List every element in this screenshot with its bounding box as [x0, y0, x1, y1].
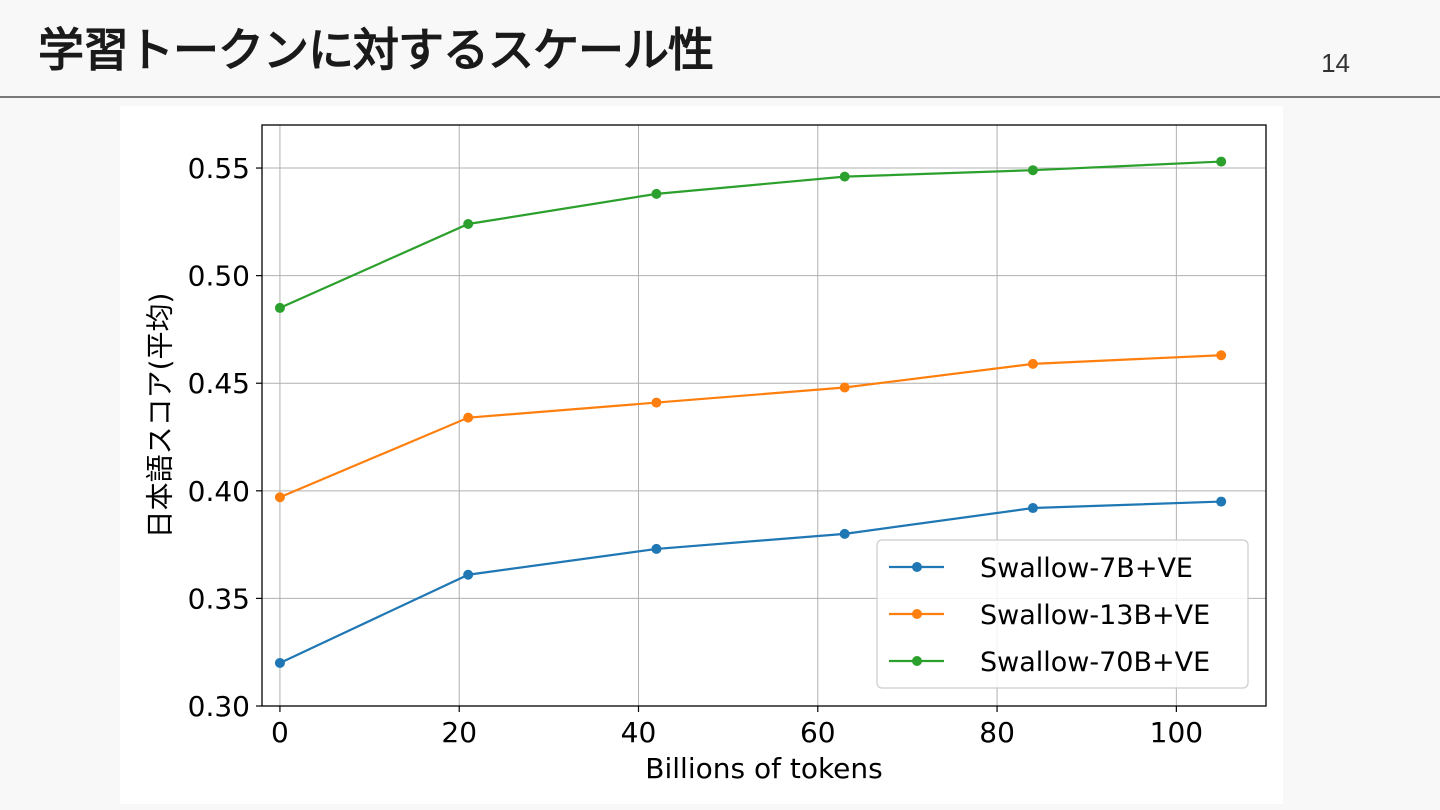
- x-tick-label: 20: [441, 716, 477, 749]
- x-axis-label: Billions of tokens: [645, 752, 882, 785]
- series-layer: [274, 156, 1227, 668]
- y-tick-label: 0.50: [188, 260, 250, 293]
- slide-title: 学習トークンに対するスケール性: [38, 23, 714, 77]
- x-tick-label: 80: [979, 716, 1015, 749]
- data-point: [1027, 358, 1038, 369]
- legend-label: Swallow-13B+VE: [980, 600, 1210, 631]
- figure-panel: 0 20 40 60 80 100 0.30 0.35 0.40 0.45 0.50 0.55 Bil…: [120, 106, 1283, 804]
- data-point: [1027, 165, 1038, 176]
- data-point: [1216, 350, 1227, 361]
- x-tick-label: 40: [621, 716, 657, 749]
- data-point: [463, 412, 474, 423]
- series-line: [279, 160, 1222, 309]
- series-line: [279, 500, 1222, 664]
- plot-frame: [261, 124, 1267, 707]
- data-point: [839, 528, 850, 539]
- legend-marker: [912, 609, 922, 619]
- y-tick-label: 0.40: [188, 475, 250, 508]
- legend-label: Swallow-70B+VE: [980, 647, 1210, 678]
- x-tick-label: 0: [271, 716, 289, 749]
- data-point: [1216, 496, 1227, 507]
- page-number: 14: [1321, 48, 1350, 78]
- legend-box: [876, 539, 1249, 689]
- y-tick-label: 0.30: [188, 690, 250, 723]
- x-tick-label: 100: [1150, 716, 1203, 749]
- tick-layer: 0 20 40 60 80 100 0.30 0.35 0.40 0.45 0.50 0.55: [188, 152, 1203, 749]
- y-tick-label: 0.35: [188, 582, 250, 615]
- data-point: [274, 302, 285, 313]
- data-point: [1216, 156, 1227, 167]
- legend: Swallow-7B+VE Swallow-13B+VE Swallow-70B+V…: [876, 539, 1249, 689]
- legend-marker: [912, 562, 922, 572]
- y-tick-label: 0.55: [188, 152, 250, 185]
- data-point: [839, 171, 850, 182]
- data-point: [651, 397, 662, 408]
- x-tick-label: 60: [800, 716, 836, 749]
- data-point: [463, 218, 474, 229]
- y-tick-label: 0.45: [188, 367, 250, 400]
- data-point: [1027, 503, 1038, 514]
- legend-label: Swallow-7B+VE: [980, 553, 1193, 584]
- data-point: [274, 492, 285, 503]
- series-line: [279, 354, 1222, 499]
- data-point: [651, 543, 662, 554]
- y-axis-label: 日本語スコア(平均): [144, 293, 177, 539]
- data-point: [651, 188, 662, 199]
- data-point: [463, 569, 474, 580]
- line-chart: 0 20 40 60 80 100 0.30 0.35 0.40 0.45 0.50 0.55 Bil…: [144, 124, 1267, 785]
- data-point: [839, 382, 850, 393]
- legend-marker: [912, 656, 922, 666]
- data-point: [274, 657, 285, 668]
- header-divider: [0, 96, 1440, 98]
